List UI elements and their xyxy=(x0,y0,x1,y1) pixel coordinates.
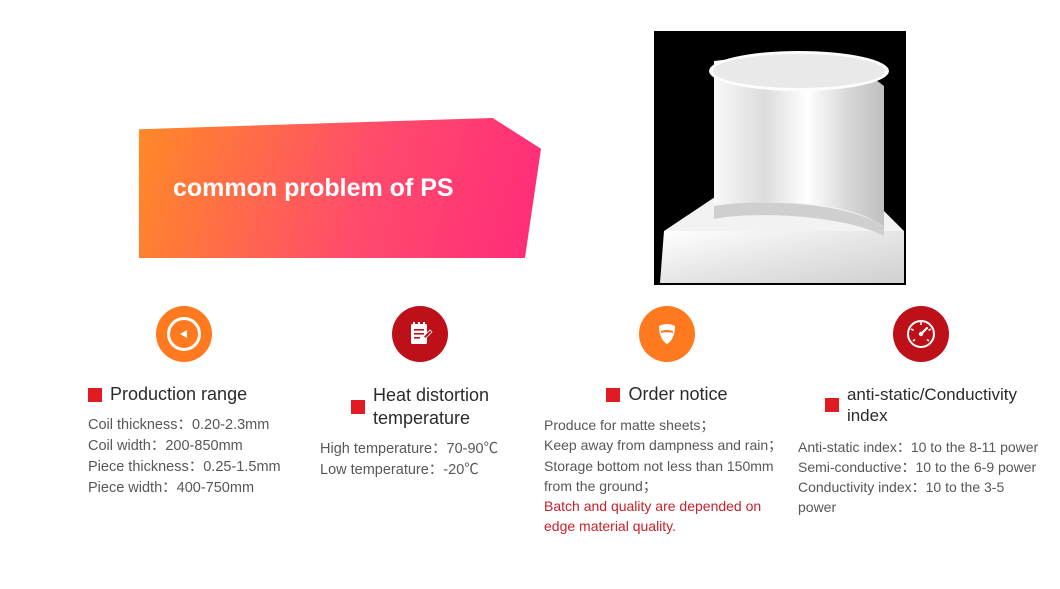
bullet-square-icon xyxy=(88,388,102,402)
column-heat-distortion: Heat distortion temperature High tempera… xyxy=(300,306,540,537)
column-title-row: Production range xyxy=(68,384,300,405)
spec-line: Anti-static index：10 to the 8-11 power xyxy=(798,437,1046,457)
column-title: Order notice xyxy=(628,384,727,405)
spec-line: High temperature：70-90℃ xyxy=(320,439,532,460)
column-body: High temperature：70-90℃ Low temperature：… xyxy=(300,439,540,481)
rolled-sheet-illustration xyxy=(654,31,906,285)
title-banner-text: common problem of PS xyxy=(173,174,454,203)
column-title: Heat distortion temperature xyxy=(373,384,489,429)
column-body: Produce for matte sheets； Keep away from… xyxy=(540,415,794,537)
title-banner: common problem of PS xyxy=(139,118,541,258)
column-title: anti-static/Conductivity index xyxy=(847,384,1017,427)
shield-icon xyxy=(639,306,695,362)
gauge-icon xyxy=(893,306,949,362)
column-body: Anti-static index：10 to the 8-11 power S… xyxy=(794,437,1048,518)
feature-columns: Production range Coil thickness：0.20-2.3… xyxy=(68,306,1048,537)
spec-line: Piece thickness：0.25-1.5mm xyxy=(88,457,292,478)
spec-line: Coil width：200-850mm xyxy=(88,436,292,457)
column-title: Production range xyxy=(110,384,247,405)
column-title-row: Heat distortion temperature xyxy=(300,384,540,429)
play-circle-icon xyxy=(156,306,212,362)
column-title-line: Heat distortion xyxy=(373,384,489,407)
column-title-line: temperature xyxy=(373,407,489,430)
bullet-square-icon xyxy=(351,400,365,414)
column-production-range: Production range Coil thickness：0.20-2.3… xyxy=(68,306,300,537)
spec-line: Conductivity index：10 to the 3-5 power xyxy=(798,477,1046,518)
bullet-square-icon xyxy=(825,398,839,412)
column-body: Coil thickness：0.20-2.3mm Coil width：200… xyxy=(68,415,300,499)
column-title-row: Order notice xyxy=(540,384,794,405)
spec-line: Produce for matte sheets； xyxy=(544,415,792,435)
column-order-notice: Order notice Produce for matte sheets； K… xyxy=(540,306,794,537)
column-title-line: index xyxy=(847,405,1017,426)
column-title-row: anti-static/Conductivity index xyxy=(794,384,1048,427)
notepad-edit-icon xyxy=(392,306,448,362)
spec-line: Low temperature：-20℃ xyxy=(320,460,532,481)
column-antistatic-conductivity: anti-static/Conductivity index Anti-stat… xyxy=(794,306,1048,537)
column-title-line: anti-static/Conductivity xyxy=(847,384,1017,405)
spec-line-accent: Batch and quality are depended on edge m… xyxy=(544,496,792,537)
product-photo xyxy=(654,31,906,285)
spec-line: Semi-conductive：10 to the 6-9 power xyxy=(798,457,1046,477)
spec-line: Storage bottom not less than 150mm from … xyxy=(544,456,792,497)
spec-line: Piece width：400-750mm xyxy=(88,478,292,499)
spec-line: Coil thickness：0.20-2.3mm xyxy=(88,415,292,436)
spec-line: Keep away from dampness and rain； xyxy=(544,435,792,455)
bullet-square-icon xyxy=(606,388,620,402)
